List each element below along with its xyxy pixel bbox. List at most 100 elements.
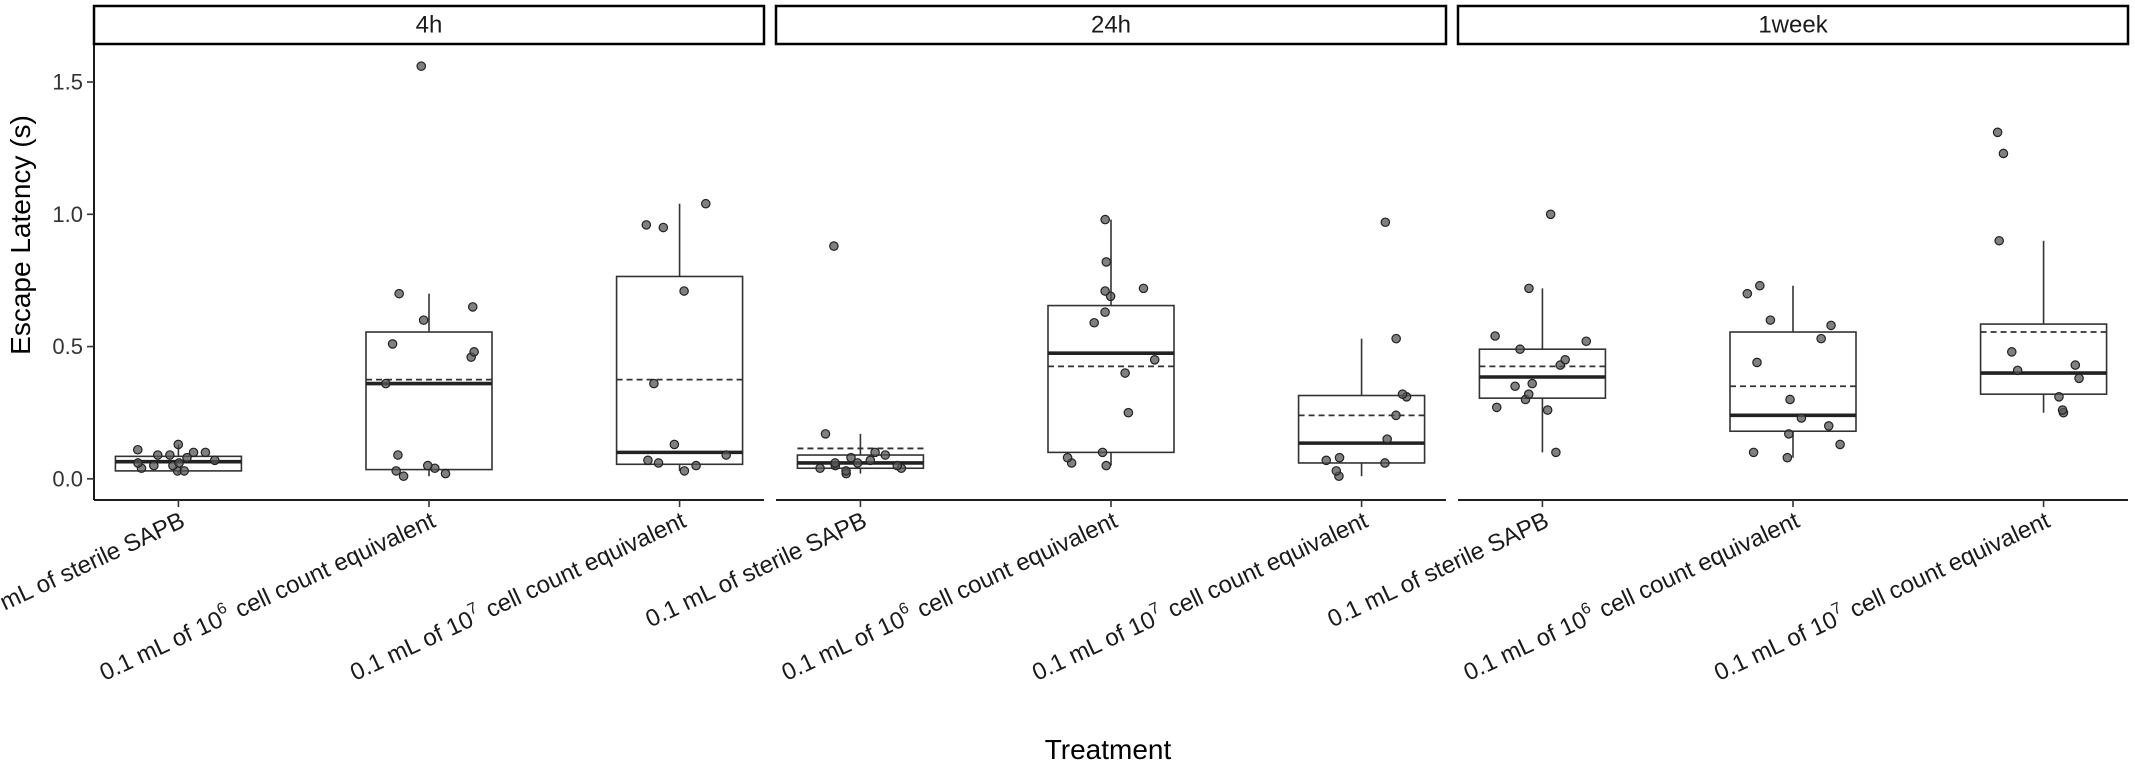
y-axis-title: Escape Latency (s)	[5, 115, 36, 355]
iqr-box	[1979, 323, 2108, 395]
data-point	[1994, 235, 2004, 246]
data-point	[1823, 421, 1834, 431]
data-point	[679, 466, 690, 476]
data-point	[469, 347, 479, 357]
panel-strip	[1456, 4, 2130, 46]
boxplot-group	[1729, 280, 1857, 463]
data-point	[1490, 331, 1500, 341]
data-point	[1527, 378, 1538, 389]
data-point	[1100, 307, 1110, 317]
data-point	[1510, 381, 1520, 392]
data-point	[398, 471, 409, 481]
data-point	[1560, 354, 1570, 365]
y-tick-label: 1.0	[52, 202, 83, 227]
iqr-box	[1729, 331, 1857, 433]
panel-1week	[1478, 127, 2108, 463]
data-point	[422, 460, 433, 471]
data-point	[1101, 460, 1112, 471]
data-point	[1149, 354, 1160, 365]
data-point	[1515, 344, 1525, 355]
data-point	[1334, 452, 1345, 463]
data-point	[1331, 466, 1342, 476]
panel-4h	[114, 61, 744, 481]
data-point	[829, 241, 839, 251]
boxplot-group	[114, 439, 243, 476]
x-axis-title: Treatment	[1045, 734, 1172, 765]
boxplot-group	[615, 198, 744, 476]
data-point	[1551, 447, 1561, 458]
data-point	[1755, 280, 1765, 291]
data-point	[152, 450, 163, 460]
iqr-box	[1047, 304, 1175, 454]
data-point	[1782, 452, 1793, 463]
data-point	[440, 468, 451, 479]
panel-strip	[92, 4, 766, 46]
data-point	[2074, 373, 2084, 384]
data-point	[1545, 209, 1556, 220]
panel-strip	[774, 4, 1448, 46]
data-point	[2012, 365, 2023, 376]
data-point	[387, 339, 398, 349]
panel-24h	[796, 214, 1426, 481]
data-point	[846, 452, 856, 463]
data-point	[1752, 357, 1762, 368]
data-point	[700, 198, 711, 209]
data-point	[1826, 320, 1836, 331]
data-point	[1524, 283, 1534, 294]
data-point	[815, 463, 825, 474]
data-point	[418, 315, 429, 325]
data-point	[1097, 447, 1108, 458]
data-point	[209, 455, 220, 466]
data-point	[1120, 368, 1130, 378]
boxplot-group	[1478, 209, 1607, 458]
panel-strip-label: 4h	[416, 12, 443, 39]
y-tick-label: 0.5	[52, 334, 83, 359]
data-point	[1523, 389, 1534, 399]
data-point	[173, 439, 184, 450]
data-point	[1742, 288, 1753, 299]
y-tick-label: 0.0	[52, 466, 83, 491]
data-point	[1542, 405, 1553, 415]
data-point	[1784, 429, 1794, 439]
data-point	[1748, 447, 1759, 458]
data-point	[174, 458, 184, 468]
data-point	[1816, 333, 1826, 344]
y-axis: 0.0 0.5 1.0 1.5	[52, 45, 95, 500]
data-point	[841, 466, 851, 476]
data-point	[643, 455, 653, 466]
boxplot-group	[365, 61, 493, 481]
data-point	[1123, 407, 1134, 418]
data-point	[880, 450, 891, 460]
data-point	[393, 450, 403, 460]
panel-strip-label: 24h	[1091, 12, 1131, 39]
data-point	[1391, 410, 1401, 421]
boxplot-group	[796, 241, 925, 479]
data-point	[679, 286, 689, 296]
data-point	[200, 447, 211, 458]
data-point	[1491, 402, 1502, 413]
data-point	[830, 458, 840, 468]
data-point	[1100, 214, 1110, 225]
data-point	[1089, 317, 1099, 328]
iqr-box	[1297, 394, 1426, 464]
data-point	[2054, 392, 2064, 402]
data-point	[394, 288, 404, 299]
panel-strips: 4h 24h 1week	[92, 4, 2130, 46]
data-point	[2006, 347, 2017, 357]
y-tick-label: 1.5	[52, 70, 83, 95]
boxplot-group	[1047, 214, 1175, 471]
data-point	[2070, 360, 2081, 370]
data-point	[188, 447, 199, 458]
panel-strip-label: 1week	[1758, 12, 1828, 39]
data-point	[133, 458, 143, 468]
data-point	[2057, 405, 2068, 415]
boxplot-group	[1297, 217, 1426, 481]
data-point	[1397, 389, 1408, 399]
x-tick-label: 0.1 mL of sterile SAPB	[0, 507, 189, 633]
data-point	[149, 460, 159, 471]
data-point	[182, 452, 192, 463]
data-point	[721, 450, 731, 460]
data-point	[649, 378, 659, 389]
data-point	[381, 378, 391, 389]
